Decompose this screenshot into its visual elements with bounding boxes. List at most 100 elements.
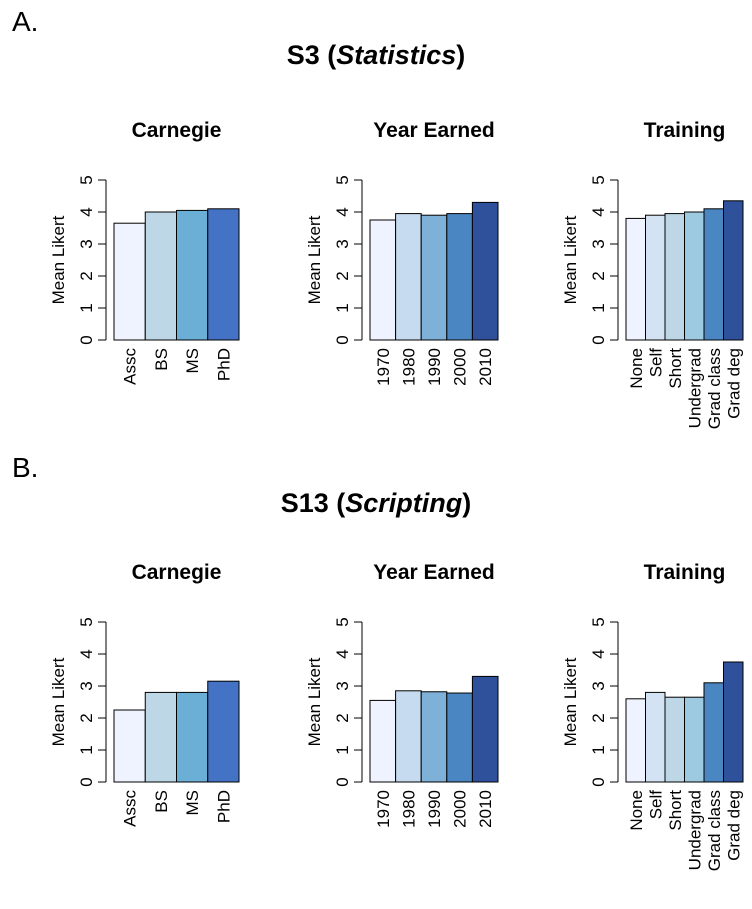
chart-1-0-x-label: PhD	[214, 790, 233, 823]
chart-1-0-bar	[113, 709, 146, 783]
panel-b-letter: B.	[12, 452, 39, 483]
chart-1-0-y-tick-label: 4	[77, 649, 96, 658]
chart-1-2-bar	[625, 698, 646, 783]
panel-a-title-italic: Statistics	[336, 40, 457, 70]
chart-0-0-y-tick-label: 2	[77, 271, 96, 280]
panel-b-title-main: S13 (	[280, 488, 346, 518]
chart-0-1-bar	[369, 219, 397, 341]
panel-a-title-close: )	[456, 40, 466, 70]
chart-0-0-x-label: PhD	[214, 348, 233, 381]
chart-0-1-bar	[471, 201, 499, 341]
chart-1-0-y-tick-label: 0	[77, 777, 96, 786]
chart-1-1-x-label: 1990	[425, 790, 444, 828]
chart-0-1-bar	[420, 214, 448, 341]
chart-0-2-x-label: Undergrad	[685, 348, 704, 428]
chart-0-0-x-label: BS	[152, 348, 171, 371]
chart-0-2-y-tick-label: 1	[589, 303, 608, 312]
chart-0-0-y-tick-label: 0	[77, 335, 96, 344]
chart-0-2-y-tick-label: 3	[589, 239, 608, 248]
chart-1-2-y-tick-label: 5	[589, 617, 608, 626]
chart-1-1-bar	[420, 691, 448, 783]
chart-0-2-bar	[645, 214, 666, 341]
chart-0-0-x-label: Assc	[121, 348, 140, 385]
chart-0-2-y-tick-label: 2	[589, 271, 608, 280]
chart-1-0-y-label: Mean Likert	[49, 657, 68, 746]
chart-0-0-y-label: Mean Likert	[49, 215, 68, 304]
chart-1-0-x-label: MS	[183, 790, 202, 816]
chart-0-2-bar	[684, 211, 705, 341]
chart-0-0-title: Carnegie	[132, 119, 222, 142]
chart-1-1-y-tick-label: 0	[333, 777, 352, 786]
panel-a-title: S3 (Statistics)	[0, 40, 752, 71]
chart-1-2-y-tick-label: 2	[589, 713, 608, 722]
chart-1-1-bar	[471, 675, 499, 783]
chart-0-2-x-label: None	[627, 348, 646, 389]
chart-1-2-y-tick-label: 0	[589, 777, 608, 786]
chart-0-0-y-tick-label: 5	[77, 175, 96, 184]
chart-0-1-y-label: Mean Likert	[305, 215, 324, 304]
chart-1-2-y-tick-label: 3	[589, 681, 608, 690]
chart-1-0-x-label: Assc	[121, 790, 140, 827]
chart-1-0-y-tick-label: 3	[77, 681, 96, 690]
chart-0-0-bar	[176, 209, 209, 341]
chart-0-2-bar	[723, 200, 744, 341]
chart-0-1-title: Year Earned	[373, 119, 494, 142]
chart-0-1-y-tick-label: 5	[333, 175, 352, 184]
chart-0-2-y-tick-label: 5	[589, 175, 608, 184]
chart-1-1-bar	[395, 690, 422, 783]
chart-1-1-y-tick-label: 1	[333, 745, 352, 754]
chart-0-0-bar	[144, 211, 177, 341]
chart-1-1-y-tick-label: 3	[333, 681, 352, 690]
chart-1-1-x-label: 1980	[399, 790, 418, 828]
chart-1-2-x-label: None	[627, 790, 646, 831]
chart-0-1-y-tick-label: 4	[333, 207, 352, 216]
chart-0-2-y-tick-label: 4	[589, 207, 608, 216]
chart-0-1-x-label: 1970	[374, 348, 393, 386]
chart-1-0-y-tick-label: 5	[77, 617, 96, 626]
chart-1-0-bar	[207, 680, 240, 783]
chart-1-0-title: Carnegie	[132, 561, 222, 584]
chart-1-1-y-tick-label: 2	[333, 713, 352, 722]
chart-0-2-x-label: Short	[666, 348, 685, 389]
chart-0-1-y-tick-label: 2	[333, 271, 352, 280]
panel-b-title-italic: Scripting	[345, 488, 463, 518]
chart-0-2-x-label: Grad class	[705, 348, 724, 429]
chart-0-2-bar	[703, 208, 724, 341]
panel-a-letter: A.	[12, 6, 39, 37]
chart-0-0-y-tick-label: 4	[77, 207, 96, 216]
chart-0-2-bar	[625, 217, 646, 341]
chart-0-1-x-label: 1990	[425, 348, 444, 386]
chart-1-1-y-label: Mean Likert	[305, 657, 324, 746]
chart-1-2-bar	[684, 696, 705, 783]
panel-a-title-main: S3 (	[286, 40, 337, 70]
chart-0-1-x-label: 2000	[451, 348, 470, 386]
chart-1-2-x-label: Self	[646, 790, 665, 820]
chart-1-2-title: Training	[644, 561, 726, 584]
chart-1-2-x-label: Undergrad	[685, 790, 704, 870]
chart-1-2-y-label: Mean Likert	[561, 657, 580, 746]
chart-0-1-y-tick-label: 0	[333, 335, 352, 344]
chart-0-0-bar	[207, 208, 240, 341]
chart-0-2-x-label: Grad deg	[724, 348, 743, 419]
chart-1-2-y-tick-label: 1	[589, 745, 608, 754]
panel-b-title-close: )	[462, 488, 472, 518]
chart-0-1-y-tick-label: 3	[333, 239, 352, 248]
chart-1-1-x-label: 1970	[374, 790, 393, 828]
chart-0-0-y-tick-label: 3	[77, 239, 96, 248]
chart-0-2-title: Training	[644, 119, 726, 142]
chart-0-1-bar	[395, 213, 422, 341]
chart-0-1-bar	[446, 213, 473, 341]
chart-1-2-y-tick-label: 4	[589, 649, 608, 658]
chart-1-0-y-tick-label: 1	[77, 745, 96, 754]
chart-1-0-x-label: BS	[152, 790, 171, 813]
chart-1-0-bar	[176, 691, 209, 783]
chart-1-2-x-label: Short	[666, 790, 685, 831]
panel-b-title: S13 (Scripting)	[0, 488, 752, 519]
chart-1-2-x-label: Grad deg	[724, 790, 743, 861]
chart-0-0-x-label: MS	[183, 348, 202, 374]
chart-1-2-bar	[664, 696, 685, 783]
chart-1-2-x-label: Grad class	[705, 790, 724, 871]
chart-0-2-y-label: Mean Likert	[561, 215, 580, 304]
chart-1-2-bar	[645, 691, 666, 783]
chart-0-1-x-label: 2010	[476, 348, 495, 386]
